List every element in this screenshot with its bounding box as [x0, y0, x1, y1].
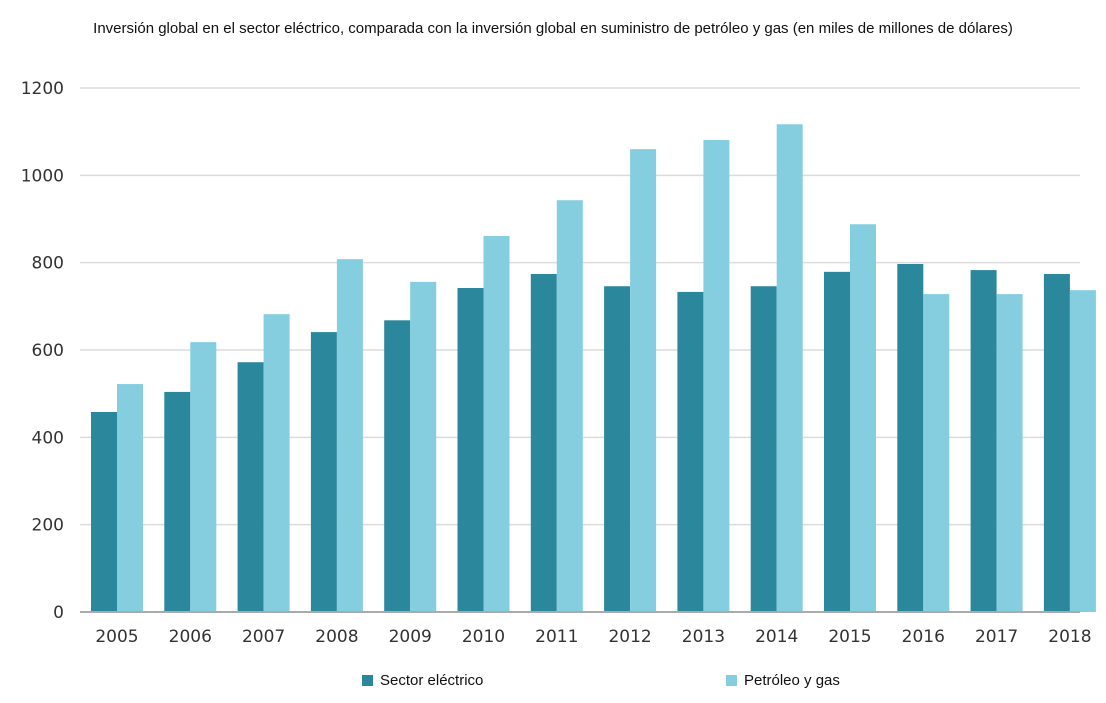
bar-petroleo-gas-2017: [996, 294, 1023, 612]
x-tick-label: 2018: [1048, 627, 1091, 647]
x-tick-label: 2010: [462, 627, 505, 647]
x-tick-label: 2005: [95, 627, 138, 647]
bar-petroleo-gas-2018: [1069, 290, 1096, 612]
x-tick-label: 2015: [828, 627, 871, 647]
bar-sector-electrico-2015: [824, 271, 850, 612]
y-tick-label: 200: [32, 516, 64, 536]
x-tick-label: 2008: [315, 627, 358, 647]
chart-title: Inversión global en el sector eléctrico,…: [93, 20, 1013, 37]
x-tick-label: 2017: [975, 627, 1018, 647]
y-tick-label: 800: [32, 254, 64, 274]
bar-petroleo-gas-2013: [703, 139, 730, 613]
bar-petroleo-gas-2006: [190, 342, 217, 612]
bar-sector-electrico-2016: [897, 263, 924, 612]
bar-petroleo-gas-2005: [117, 384, 143, 612]
bar-petroleo-gas-2009: [410, 281, 437, 612]
x-tick-label: 2011: [535, 627, 578, 647]
legend-item-sector-electrico: Sector eléctrico: [362, 672, 483, 689]
x-tick-label: 2013: [682, 627, 725, 647]
bar-sector-electrico-2013: [677, 291, 704, 612]
bar-petroleo-gas-2011: [556, 200, 583, 612]
y-tick-label: 400: [32, 428, 64, 448]
bar-petroleo-gas-2007: [263, 314, 290, 612]
bar-petroleo-gas-2008: [336, 259, 363, 612]
x-tick-label: 2014: [755, 627, 798, 647]
bar-sector-electrico-2017: [970, 270, 997, 612]
bar-sector-electrico-2006: [164, 391, 191, 612]
bar-petroleo-gas-2014: [776, 124, 803, 612]
bar-petroleo-gas-2012: [630, 149, 657, 612]
y-tick-label: 600: [32, 341, 64, 361]
y-tick-label: 0: [53, 603, 64, 623]
x-tick-label: 2012: [608, 627, 651, 647]
bar-sector-electrico-2007: [237, 362, 264, 612]
bar-petroleo-gas-2010: [483, 236, 510, 612]
x-tick-label: 2016: [902, 627, 945, 647]
bar-sector-electrico-2010: [457, 287, 484, 612]
bar-petroleo-gas-2016: [923, 294, 950, 612]
bar-sector-electrico-2014: [750, 286, 777, 612]
bar-sector-electrico-2008: [310, 332, 337, 612]
legend-label: Petróleo y gas: [744, 672, 840, 689]
legend-swatch-petroleo-gas: [726, 675, 737, 686]
bar-sector-electrico-2005: [91, 412, 117, 612]
legend-item-petroleo-gas: Petróleo y gas: [726, 672, 840, 689]
bar-sector-electrico-2012: [604, 286, 631, 612]
legend-label: Sector eléctrico: [380, 672, 484, 689]
x-tick-label: 2006: [169, 627, 212, 647]
legend-swatch-sector-electrico: [362, 675, 373, 686]
bar-sector-electrico-2009: [384, 320, 411, 612]
bar-sector-electrico-2011: [530, 274, 557, 612]
bar-sector-electrico-2018: [1043, 274, 1070, 612]
bar-petroleo-gas-2015: [850, 224, 876, 613]
x-tick-label: 2009: [389, 627, 432, 647]
x-tick-label: 2007: [242, 627, 285, 647]
y-tick-label: 1200: [21, 79, 64, 99]
y-tick-label: 1000: [21, 166, 64, 186]
